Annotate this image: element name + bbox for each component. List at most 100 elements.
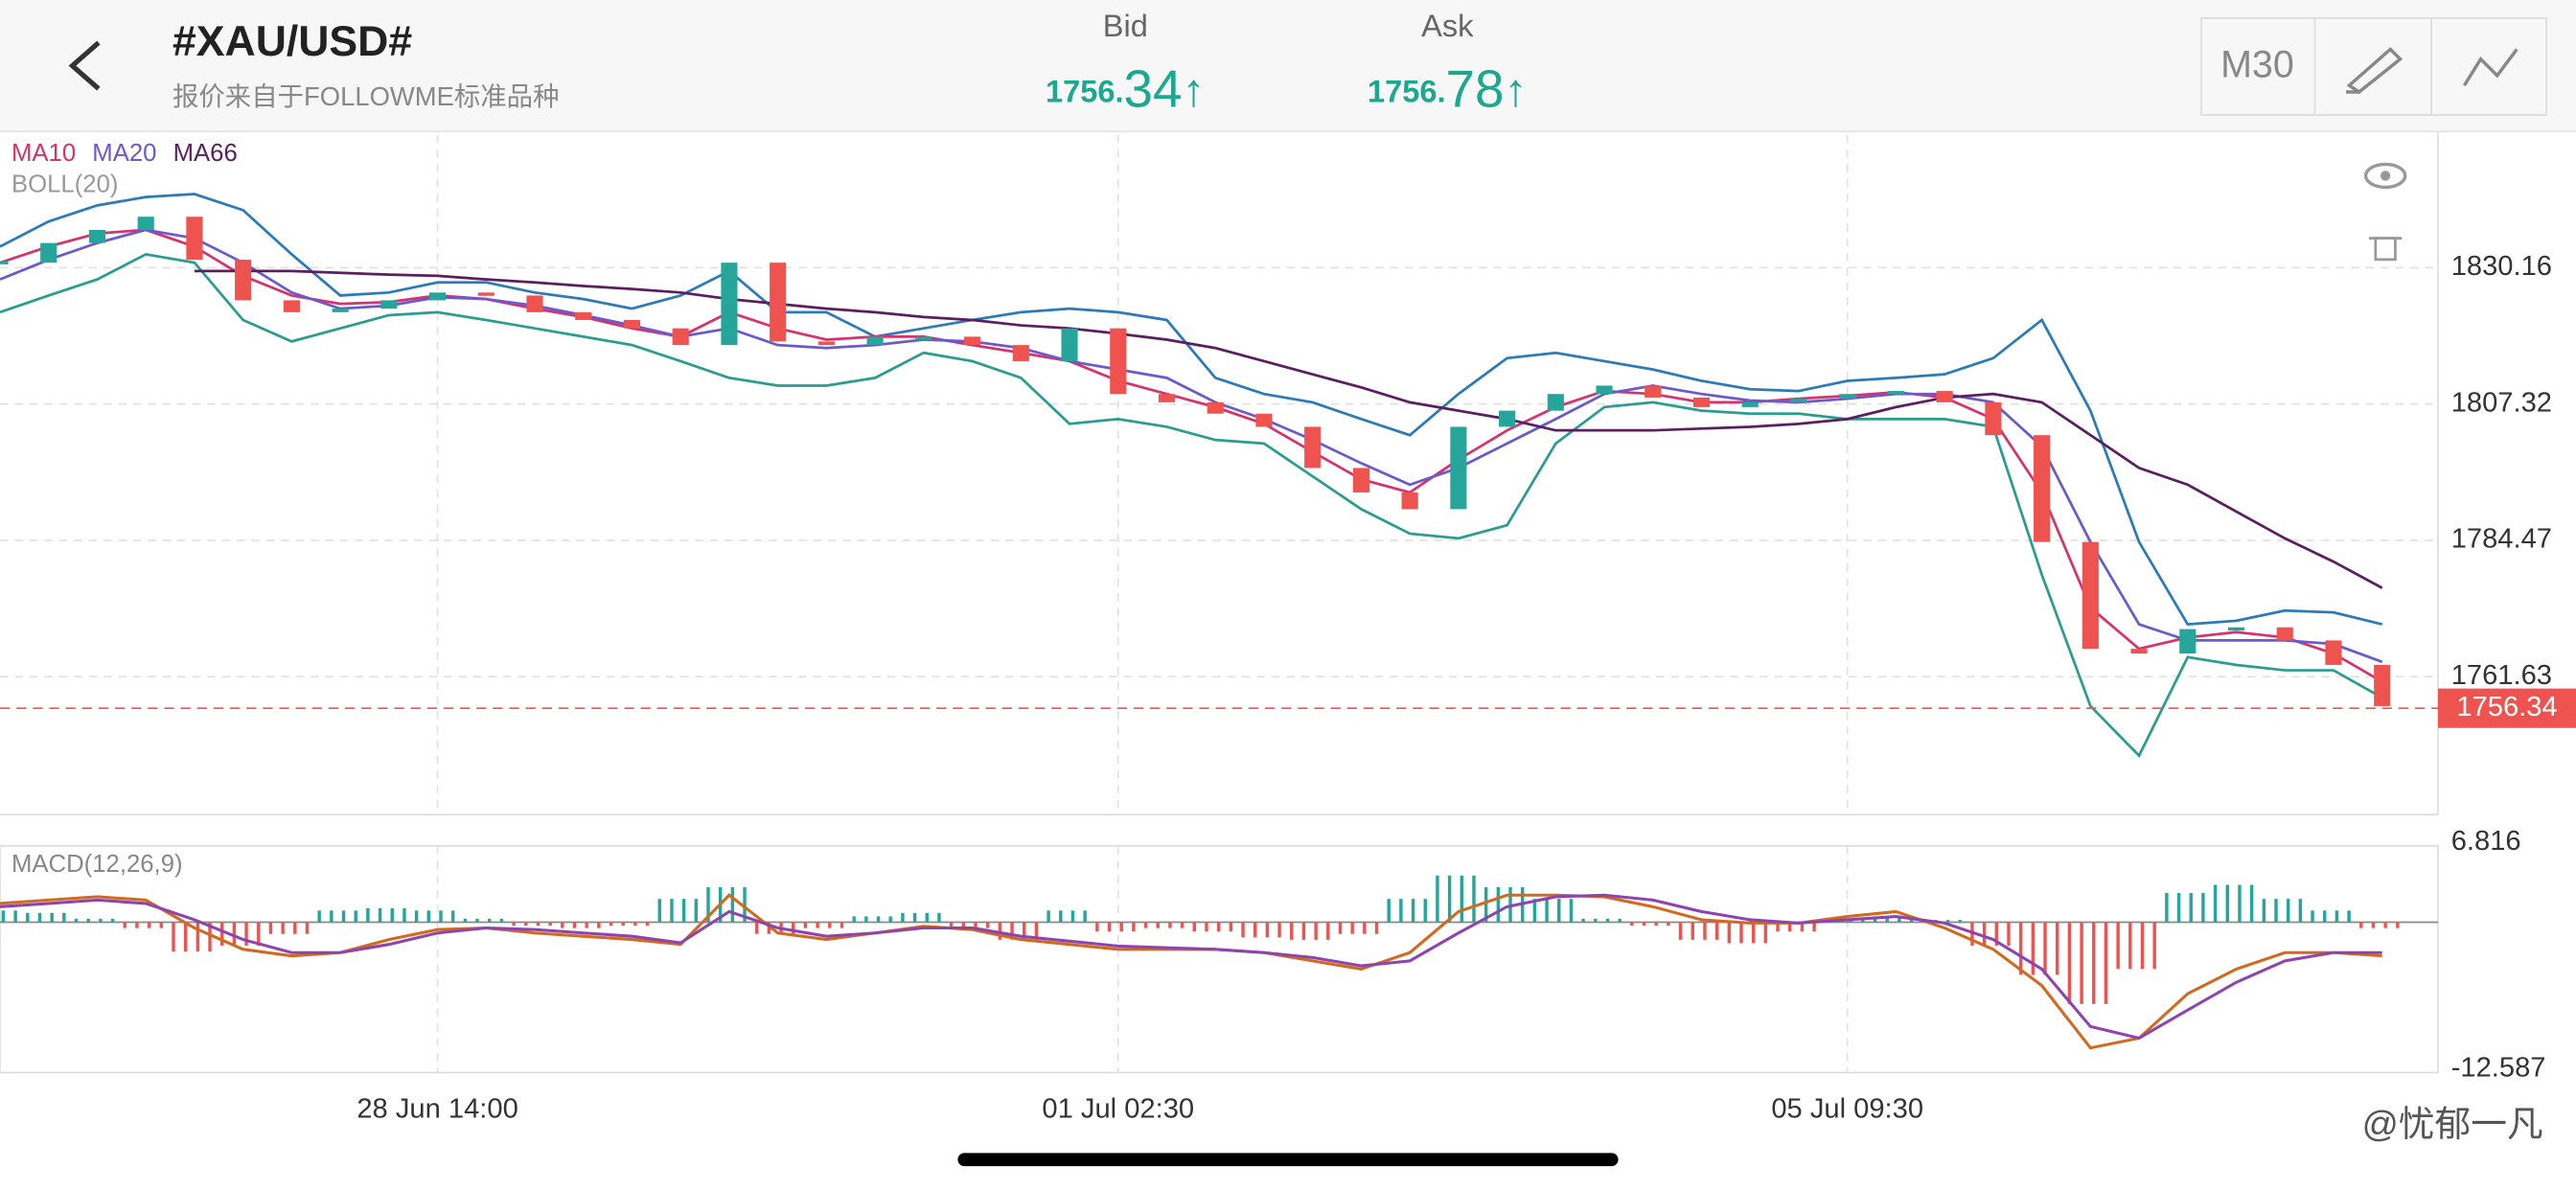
eye-icon[interactable] xyxy=(2363,162,2407,190)
macd-bar xyxy=(268,922,273,934)
ask-label: Ask xyxy=(1421,9,1474,43)
macd-bar xyxy=(330,910,334,923)
macd-bar xyxy=(1690,922,1694,940)
macd-bar xyxy=(840,922,844,928)
legend-label: MA20 xyxy=(92,140,156,167)
macd-bar xyxy=(2080,922,2083,1004)
delete-icon[interactable] xyxy=(2369,237,2403,262)
candle xyxy=(2082,541,2099,650)
macd-bar xyxy=(2092,922,2096,1004)
macd-bar xyxy=(1216,922,1221,932)
macd-bar xyxy=(792,922,795,934)
macd-bar xyxy=(2056,922,2059,975)
candle xyxy=(2227,627,2245,631)
candle xyxy=(40,242,58,263)
candle xyxy=(672,328,689,346)
macd-bar xyxy=(1788,922,1792,932)
macd-bar xyxy=(450,910,455,923)
legend-label: BOLL(20) xyxy=(12,172,118,198)
bid-price: 1756.34↑ xyxy=(1046,59,1206,119)
macd-bar xyxy=(1532,899,1537,923)
macd-bar xyxy=(1277,922,1281,938)
candle xyxy=(575,311,592,320)
macd-bar xyxy=(2371,922,2376,928)
macd-bar xyxy=(888,916,892,923)
macd-bar xyxy=(74,918,79,923)
macd-bar xyxy=(147,922,151,928)
candle xyxy=(283,300,300,312)
macd-bar xyxy=(2104,922,2108,1004)
ask-price-tail: 78 xyxy=(1446,59,1505,119)
macd-bar xyxy=(426,910,431,923)
macd-bar xyxy=(694,899,699,923)
y-tick-label: 6.816 xyxy=(2451,826,2521,857)
macd-bar xyxy=(1472,875,1476,923)
x-tick-label: 05 Jul 09:30 xyxy=(1771,1094,1923,1125)
macd-bar xyxy=(135,922,139,928)
macd-bar xyxy=(2274,899,2278,923)
current-price-label: 1756.34 xyxy=(2456,692,2557,722)
macd-bar xyxy=(1363,922,1367,934)
macd-bar xyxy=(1,910,6,923)
macd-bar xyxy=(26,912,30,923)
macd-bar xyxy=(1714,922,1719,940)
macd-bar xyxy=(402,907,406,923)
macd-bar xyxy=(293,922,297,934)
macd-bar xyxy=(985,922,990,928)
macd-bar xyxy=(1618,918,1622,923)
candle xyxy=(1352,468,1369,492)
candle xyxy=(964,336,981,346)
macd-bar xyxy=(621,922,625,927)
macd-bar xyxy=(1070,910,1075,923)
macd-bar xyxy=(2347,910,2351,923)
macd-bar xyxy=(488,918,492,923)
macd-bar xyxy=(1314,922,1318,940)
macd-bar xyxy=(1387,899,1391,923)
macd-bar xyxy=(1630,922,1634,927)
macd-bar xyxy=(1180,922,1184,928)
macd-bar xyxy=(1557,899,1561,923)
macd-bar xyxy=(62,912,66,923)
macd-bar xyxy=(1107,922,1112,932)
macd-bar xyxy=(1898,916,1901,923)
macd-bar xyxy=(1374,922,1379,934)
home-indicator xyxy=(957,1153,1619,1167)
macd-bar xyxy=(901,912,905,923)
macd-bar xyxy=(1885,916,1889,923)
y-tick-label: 1761.63 xyxy=(2451,660,2552,691)
timeframe-button[interactable]: M30 xyxy=(2220,44,2294,86)
candle xyxy=(1207,401,1224,414)
back-button[interactable] xyxy=(68,40,101,91)
macd-bar xyxy=(1800,922,1805,932)
macd-bar xyxy=(1338,922,1343,934)
macd-bar xyxy=(2165,893,2169,923)
macd-bar xyxy=(1192,922,1196,932)
macd-bar xyxy=(597,922,601,928)
macd-bar xyxy=(816,922,819,928)
macd-bar xyxy=(1411,899,1415,923)
draw-button[interactable] xyxy=(2346,47,2404,95)
macd-bar xyxy=(2213,884,2218,923)
macd-bar xyxy=(2334,910,2339,923)
macd-bar xyxy=(852,916,856,923)
indicator-button[interactable] xyxy=(2462,48,2518,87)
macd-bar xyxy=(2311,910,2314,923)
macd-bar xyxy=(50,912,54,923)
macd-bar xyxy=(937,912,941,923)
macd-bar xyxy=(1301,922,1306,940)
candle xyxy=(1692,397,1711,407)
macd-bar xyxy=(1423,899,1427,923)
bid-price-tail: 34 xyxy=(1124,59,1183,119)
macd-bar xyxy=(1241,922,1245,938)
bid-arrow: ↑ xyxy=(1183,65,1206,116)
macd-bar xyxy=(463,918,468,923)
macd-bar xyxy=(2286,899,2290,923)
macd-bar xyxy=(2225,884,2229,923)
candle xyxy=(186,217,203,261)
macd-bar xyxy=(1763,922,1768,944)
candle xyxy=(1255,413,1273,427)
macd-bar xyxy=(1739,922,1743,944)
candle xyxy=(477,292,494,296)
macd-bar xyxy=(1654,922,1658,927)
